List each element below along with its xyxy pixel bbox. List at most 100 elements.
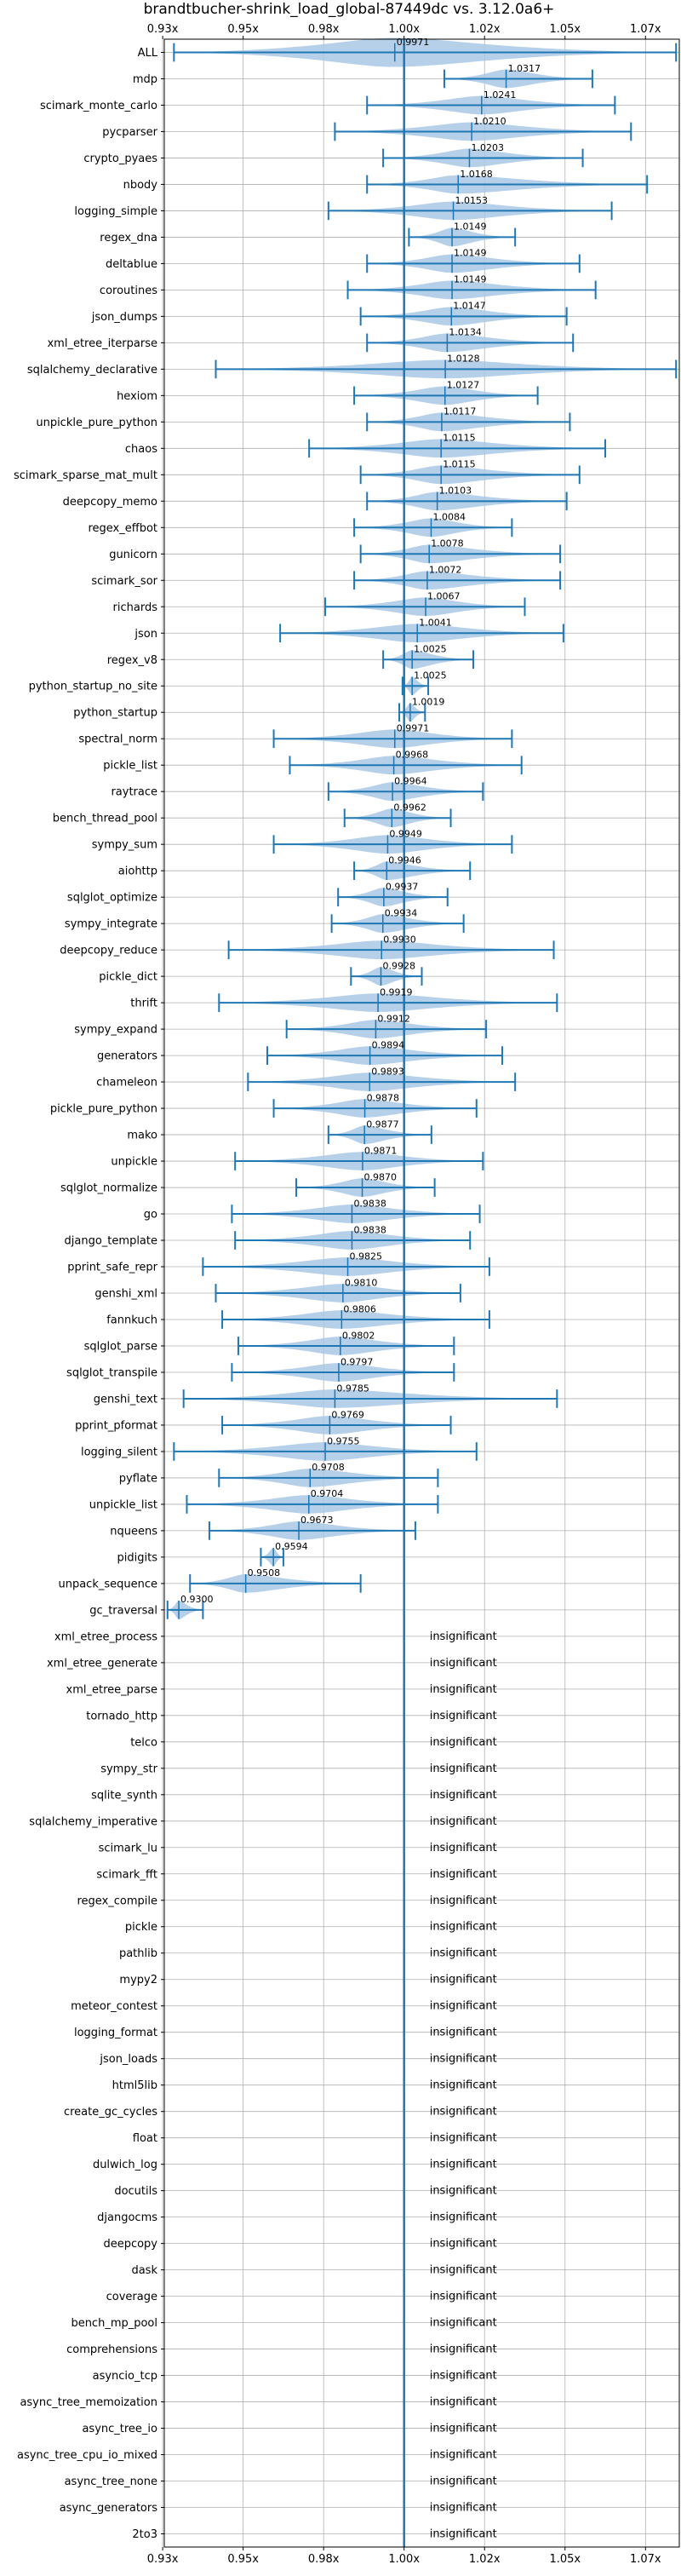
mean-value-label: 0.9946 xyxy=(388,854,421,865)
mean-value-label: 0.9930 xyxy=(383,934,416,945)
mean-value-label: 1.0128 xyxy=(447,354,480,365)
mean-value-label: 1.0241 xyxy=(484,89,517,101)
mean-value-label: 0.9300 xyxy=(180,1594,214,1605)
benchmark-label: chaos xyxy=(125,443,157,456)
x-tick-label-top: 1.02x xyxy=(469,23,501,36)
benchmark-label: scimark_sparse_mat_mult xyxy=(14,469,157,482)
mean-value-label: 0.9797 xyxy=(340,1356,374,1367)
mean-value-label: 0.9893 xyxy=(371,1066,404,1077)
mean-value-label: 1.0072 xyxy=(429,565,461,576)
insignificant-label: insignificant xyxy=(430,1710,497,1722)
benchmark-label: pickle_list xyxy=(103,760,157,773)
benchmark-label: sqlalchemy_declarative xyxy=(27,364,157,377)
benchmark-label: logging_silent xyxy=(81,1446,157,1458)
benchmark-label: nbody xyxy=(123,179,158,192)
benchmark-label: pyflate xyxy=(119,1472,157,1485)
mean-value-label: 0.9894 xyxy=(372,1039,405,1050)
mean-value-label: 0.9755 xyxy=(327,1435,360,1446)
insignificant-label: insignificant xyxy=(430,2185,497,2198)
mean-value-label: 0.9806 xyxy=(343,1303,376,1314)
benchmark-label: nqueens xyxy=(110,1525,157,1538)
benchmark-label: unpack_sequence xyxy=(58,1578,157,1590)
benchmark-label: unpickle_list xyxy=(89,1498,157,1511)
benchmark-label: pprint_safe_repr xyxy=(67,1262,157,1274)
benchmark-label: ALL xyxy=(138,47,158,60)
insignificant-label: insignificant xyxy=(430,2370,497,2383)
mean-value-label: 1.0078 xyxy=(431,538,464,549)
benchmark-label: 2to3 xyxy=(132,2528,157,2541)
mean-value-label: 0.9810 xyxy=(345,1277,378,1288)
benchmark-label: tornado_http xyxy=(86,1710,157,1722)
benchmark-label: sympy_expand xyxy=(74,1024,157,1037)
insignificant-label: insignificant xyxy=(430,2502,497,2515)
benchmark-label: regex_effbot xyxy=(88,522,157,535)
insignificant-label: insignificant xyxy=(430,2317,497,2330)
benchmark-label: deepcopy_reduce xyxy=(60,945,157,957)
benchmark-label: aiohttp xyxy=(118,865,157,878)
benchmark-label: sympy_integrate xyxy=(65,918,157,931)
insignificant-label: insignificant xyxy=(430,1921,497,1934)
mean-value-label: 1.0041 xyxy=(419,618,452,629)
benchmark-label: scimark_lu xyxy=(99,1842,157,1854)
benchmark-label: pycparser xyxy=(102,126,157,139)
mean-value-label: 1.0115 xyxy=(443,459,476,470)
benchmark-label: thrift xyxy=(130,998,157,1010)
insignificant-label: insignificant xyxy=(430,2449,497,2462)
benchmark-label: pickle_dict xyxy=(99,971,157,984)
benchmark-label: djangocms xyxy=(97,2211,157,2224)
benchmark-label: scimark_sor xyxy=(91,575,157,588)
mean-value-label: 0.9802 xyxy=(342,1330,375,1341)
mean-value-label: 1.0117 xyxy=(444,406,477,417)
benchmark-label: chameleon xyxy=(96,1077,157,1090)
benchmark-label: genshi_xml xyxy=(94,1288,157,1301)
insignificant-label: insignificant xyxy=(430,2238,497,2251)
benchmark-label: meteor_contest xyxy=(71,2000,157,2013)
benchmark-label: mdp xyxy=(133,73,157,86)
x-tick-label-top: 1.05x xyxy=(549,23,581,36)
mean-value-label: 0.9508 xyxy=(248,1567,281,1578)
x-tick-label-bottom: 0.95x xyxy=(227,2553,259,2566)
mean-value-label: 1.0210 xyxy=(473,116,506,127)
benchmark-label: regex_v8 xyxy=(107,654,157,667)
benchmark-label: sqlglot_normalize xyxy=(60,1182,157,1195)
insignificant-label: insignificant xyxy=(430,1947,497,1960)
benchmark-label: pprint_pformat xyxy=(75,1419,157,1432)
benchmark-label: json xyxy=(134,628,157,641)
benchmark-label: genshi_text xyxy=(94,1393,157,1406)
mean-value-label: 0.9912 xyxy=(377,1013,410,1024)
benchmark-label: sqlglot_optimize xyxy=(67,892,157,905)
insignificant-label: insignificant xyxy=(430,1974,497,1987)
benchmark-label: pickle xyxy=(125,1921,157,1934)
plot-frame xyxy=(163,38,680,2548)
insignificant-label: insignificant xyxy=(430,2106,497,2119)
x-tick-label-top: 1.00x xyxy=(388,23,420,36)
benchmark-label: sqlglot_parse xyxy=(84,1340,157,1353)
benchmark-label: async_tree_io xyxy=(82,2423,157,2435)
mean-value-label: 0.9838 xyxy=(353,1224,386,1235)
mean-value-label: 1.0127 xyxy=(447,380,480,391)
benchmark-label: scimark_fft xyxy=(96,1868,157,1881)
x-tick-label-bottom: 0.93x xyxy=(147,2553,179,2566)
benchmark-label: dask xyxy=(131,2264,157,2277)
mean-value-label: 0.9971 xyxy=(397,723,430,734)
insignificant-label: insignificant xyxy=(430,2396,497,2409)
mean-value-label: 0.9878 xyxy=(367,1092,400,1103)
mean-value-label: 0.9871 xyxy=(364,1145,398,1156)
benchmark-label: sympy_sum xyxy=(92,839,157,852)
mean-value-label: 0.9971 xyxy=(397,37,430,48)
violin-layer xyxy=(166,37,678,1619)
mean-value-label: 1.0134 xyxy=(449,327,482,338)
insignificant-label: insignificant xyxy=(430,2291,497,2303)
benchmark-label: raytrace xyxy=(111,786,157,799)
benchmark-label: sqlalchemy_imperative xyxy=(29,1815,157,1828)
benchmark-label: docutils xyxy=(114,2185,157,2198)
benchmark-label: dulwich_log xyxy=(93,2159,157,2171)
insignificant-label: insignificant xyxy=(430,2053,497,2066)
insignificant-label: insignificant xyxy=(430,2000,497,2013)
benchmark-label: coroutines xyxy=(100,285,157,297)
mean-value-label: 0.9934 xyxy=(385,907,418,918)
mean-value-label: 0.9919 xyxy=(380,986,413,998)
benchmark-label: async_tree_cpu_io_mixed xyxy=(17,2449,157,2462)
benchmark-label: unpickle xyxy=(111,1156,157,1169)
